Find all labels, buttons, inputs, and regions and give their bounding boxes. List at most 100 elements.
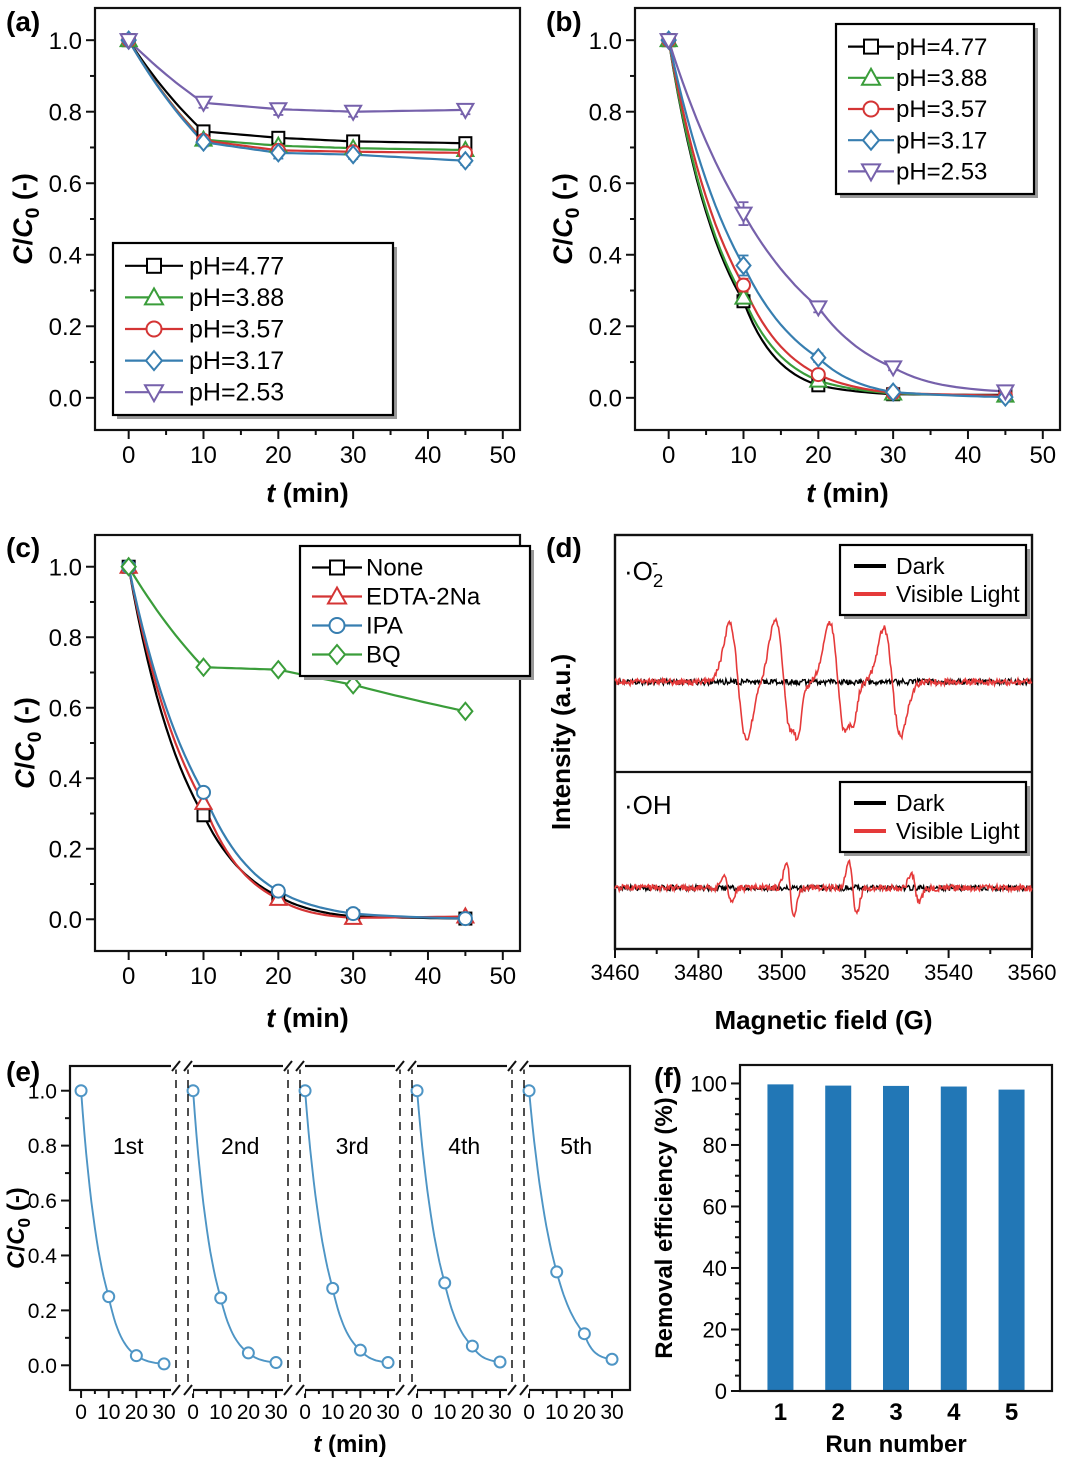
svg-text:0.0: 0.0 [49,385,82,412]
svg-text:10: 10 [545,1401,568,1424]
svg-text:EDTA-2Na: EDTA-2Na [366,584,481,611]
svg-text:pH=3.88: pH=3.88 [189,284,284,312]
svg-text:10: 10 [730,442,757,469]
svg-text:30: 30 [600,1401,623,1424]
panel-e-label: (e) [6,1056,41,1087]
svg-text:3540: 3540 [924,960,973,985]
svg-text:4: 4 [947,1399,961,1426]
svg-text:None: None [366,555,423,582]
svg-text:pH=2.53: pH=2.53 [189,379,284,407]
svg-text:Visible Light: Visible Light [896,581,1020,607]
svg-text:0.4: 0.4 [49,242,82,269]
svg-text:20: 20 [265,963,292,990]
svg-text:Run number: Run number [825,1431,966,1458]
svg-text:0.8: 0.8 [49,99,82,126]
svg-text:3560: 3560 [1008,960,1057,985]
svg-text:10: 10 [190,442,217,469]
svg-text:30: 30 [152,1401,175,1424]
svg-text:pH=3.17: pH=3.17 [896,127,987,154]
svg-text:IPA: IPA [366,613,403,640]
svg-text:0: 0 [299,1401,311,1424]
svg-text:t (min): t (min) [806,478,889,508]
svg-text:C/C0 (-): C/C0 (-) [3,1187,34,1269]
svg-text:30: 30 [340,442,367,469]
svg-text:40: 40 [415,963,442,990]
svg-text:5: 5 [1005,1399,1018,1426]
svg-text:C/C0 (-): C/C0 (-) [10,697,46,789]
svg-text:10: 10 [433,1401,456,1424]
panel-e-chart: 0.00.20.40.60.81.0t (min)C/C0 (-)0 10 20 30… [3,1060,632,1458]
svg-text:0.2: 0.2 [28,1300,57,1323]
svg-text:20: 20 [349,1401,372,1424]
svg-text:pH=3.88: pH=3.88 [896,65,987,92]
panel-b: (b) 0 10 20 30 40 50 0.0 0.2 0.4 0.6 0.8 1.0 t (min)… [540,0,1080,520]
panel-b-chart: 0 10 20 30 40 50 0.0 0.2 0.4 0.6 0.8 1.0 t (min) C/C0… [548,6,1062,508]
svg-text:1: 1 [774,1399,787,1426]
svg-text:Dark: Dark [896,553,945,579]
svg-text:0: 0 [187,1401,199,1424]
svg-text:Magnetic field (G): Magnetic field (G) [714,1005,932,1035]
panel-d-label: (d) [546,532,582,563]
svg-text:3: 3 [889,1399,902,1426]
svg-text:0: 0 [122,963,135,990]
svg-text:Visible Light: Visible Light [896,818,1020,844]
svg-text:0.8: 0.8 [28,1135,57,1158]
svg-text:1st: 1st [113,1133,144,1159]
svg-text:Dark: Dark [896,790,945,816]
svg-text:20: 20 [805,442,832,469]
svg-text:0: 0 [75,1401,87,1424]
svg-text:0.4: 0.4 [589,242,622,269]
svg-text:2: 2 [832,1399,845,1426]
svg-text:pH=4.77: pH=4.77 [189,252,284,280]
svg-text:100: 100 [690,1071,727,1096]
svg-text:0: 0 [122,442,135,469]
panel-a-label: (a) [6,6,41,37]
svg-text:BQ: BQ [366,642,401,669]
panel-f-label: (f) [654,1062,682,1093]
panel-d-chart: 3460 3480 3500 3520 3540 3560 Magnetic field (… [546,533,1057,1035]
svg-text:20: 20 [125,1401,148,1424]
svg-text:80: 80 [703,1133,727,1158]
svg-text:3520: 3520 [841,960,890,985]
svg-text:0.0: 0.0 [49,907,82,934]
panel-c-label: (c) [6,532,41,563]
svg-text:0.4: 0.4 [28,1245,58,1268]
svg-text:t (min): t (min) [313,1431,386,1458]
svg-text:0.8: 0.8 [589,99,622,126]
svg-text:0.4: 0.4 [49,766,82,793]
svg-text:10: 10 [97,1401,120,1424]
svg-text:1.0: 1.0 [49,554,82,581]
svg-text:1.0: 1.0 [28,1080,57,1103]
svg-text:3460: 3460 [591,960,640,985]
svg-text:C/C0 (-): C/C0 (-) [548,173,584,265]
svg-text:Intensity (a.u.): Intensity (a.u.) [546,654,576,830]
svg-text:20: 20 [703,1317,727,1342]
svg-text:20: 20 [461,1401,484,1424]
svg-text:pH=3.17: pH=3.17 [189,347,284,375]
panel-a: (a) 0 10 20 30 40 50 0.0 0.2 0.4 0.6 0.8 1.0 t (min)… [0,0,540,520]
svg-text:0: 0 [662,442,675,469]
svg-text:pH=4.77: pH=4.77 [896,34,987,61]
svg-text:3rd: 3rd [336,1133,369,1159]
svg-text:pH=3.57: pH=3.57 [189,316,284,344]
svg-text:t (min): t (min) [266,1003,349,1033]
svg-text:50: 50 [489,963,516,990]
svg-text:pH=3.57: pH=3.57 [896,96,987,123]
svg-text:0.6: 0.6 [589,171,622,198]
svg-text:0: 0 [523,1401,535,1424]
svg-text:30: 30 [264,1401,287,1424]
svg-text:5th: 5th [560,1133,592,1159]
panel-c-chart: 0 10 20 30 40 50 0.0 0.2 0.4 0.6 0.8 1.0 t (min) C/C0… [10,533,534,1033]
panel-d: (d) 3460 3480 3500 3520 3540 3560 Magnetic fie… [540,520,1080,1050]
svg-text:0.0: 0.0 [28,1355,57,1378]
svg-text:0.2: 0.2 [49,314,82,341]
panel-e: (e) 0.0 0.2 0.4 0.6 0.8 1.0 t (min) C/C0 (-) 0 10… [0,1050,640,1464]
panel-f: (f) 0 20 40 60 80 100 1 2 3 4 5 Run number Removal e… [640,1050,1080,1464]
svg-text:pH=2.53: pH=2.53 [896,159,987,186]
svg-text:4th: 4th [448,1133,480,1159]
svg-text:3500: 3500 [757,960,806,985]
panel-a-chart: 0 10 20 30 40 50 0.0 0.2 0.4 0.6 0.8 1.0 t (min) C/C0… [8,6,522,508]
svg-text:50: 50 [489,442,516,469]
svg-text:2nd: 2nd [221,1133,259,1159]
